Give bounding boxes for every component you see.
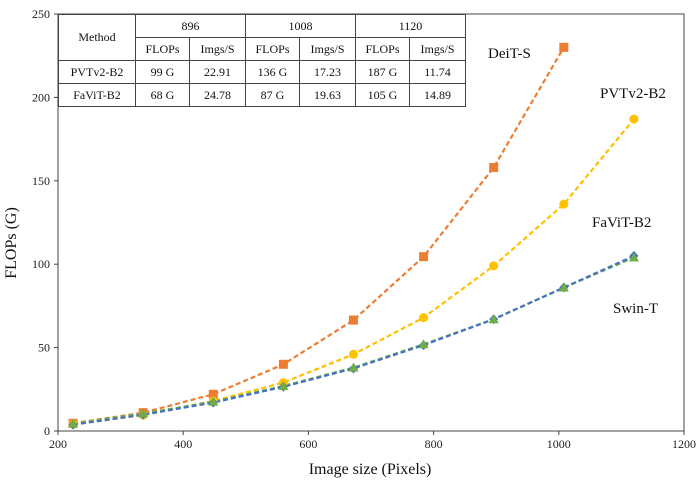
x-tick-label: 200: [49, 437, 67, 451]
data-point: [68, 418, 79, 428]
y-axis-title: FLOPs (G): [3, 207, 20, 279]
table-subheader: FLOPs: [245, 37, 300, 61]
table-header-size: 1120: [355, 14, 466, 38]
series-label-swin-t: Swin-T: [613, 301, 658, 317]
x-tick-label: 600: [299, 437, 317, 451]
data-point: [489, 261, 499, 271]
y-tick-label: 50: [38, 341, 50, 355]
data-point: [559, 42, 569, 52]
series-line: [72, 256, 635, 425]
table-cell: 136 G: [245, 60, 300, 84]
axes: 200 400 600 800 1000 1200 0 50 100 150 200 250: [32, 7, 696, 451]
y-tick-label: 200: [32, 90, 50, 104]
table-cell: 24.78: [189, 83, 246, 107]
x-tick-label: 1200: [672, 437, 696, 451]
data-point: [418, 339, 429, 349]
series-line: [72, 46, 565, 425]
table-subheader: Imgs/S: [189, 37, 246, 61]
table-cell-method: FaViT-B2: [58, 83, 136, 107]
table-cell: 19.63: [299, 83, 356, 107]
table-cell-method: PVTv2-B2: [58, 60, 136, 84]
series-label-deit-s: DeiT-S: [488, 46, 531, 62]
series-markers: [68, 42, 639, 430]
table-cell: 17.23: [299, 60, 356, 84]
data-point: [559, 199, 569, 209]
x-tick-label: 1000: [547, 437, 571, 451]
y-tick-label: 0: [44, 424, 50, 438]
x-axis-title: Image size (Pixels): [309, 461, 432, 478]
data-point: [348, 349, 358, 359]
table-header-size: 896: [135, 14, 246, 38]
y-tick-label: 250: [32, 7, 50, 21]
y-tick-label: 150: [32, 174, 50, 188]
table-subheader: Imgs/S: [409, 37, 466, 61]
table-subheader: FLOPs: [355, 37, 410, 61]
table-header-size: 1008: [245, 14, 356, 38]
table-cell: 11.74: [409, 60, 466, 84]
table-subheader: FLOPs: [135, 37, 190, 61]
series-label-favit-b2: FaViT-B2: [592, 215, 651, 231]
table-header-method: Method: [58, 14, 136, 61]
table-row: PVTv2-B2 99 G 22.91 136 G 17.23 187 G 11…: [58, 60, 466, 84]
table-header-row: Method 896 1008 1120: [58, 14, 466, 61]
y-tick-label: 100: [32, 257, 50, 271]
data-point: [489, 162, 499, 172]
data-point: [208, 396, 219, 406]
series-line: [72, 254, 635, 426]
data-point: [488, 314, 499, 324]
data-point: [348, 315, 358, 325]
data-point: [419, 252, 429, 262]
table-subheader-row: FLOPs Imgs/S FLOPs Imgs/S FLOPs Imgs/S: [59, 37, 466, 61]
table-cell: 68 G: [135, 83, 190, 107]
data-point: [348, 362, 359, 372]
x-tick-label: 800: [425, 437, 443, 451]
table-subheader: Imgs/S: [299, 37, 356, 61]
data-point: [278, 380, 289, 390]
data-point: [629, 114, 639, 124]
series-label-pvtv2-b2: PVTv2-B2: [600, 86, 666, 102]
table-row: FaViT-B2 68 G 24.78 87 G 19.63 105 G 14.…: [58, 83, 466, 107]
table-cell: 22.91: [189, 60, 246, 84]
data-point: [138, 408, 149, 418]
data-point: [419, 313, 429, 323]
x-tick-label: 400: [174, 437, 192, 451]
data-point: [208, 389, 218, 399]
data-point: [558, 282, 569, 292]
data-point: [628, 252, 639, 262]
data-point: [278, 359, 288, 369]
table-cell: 14.89: [409, 83, 466, 107]
table-cell: 187 G: [355, 60, 410, 84]
table-cell: 105 G: [355, 83, 410, 107]
performance-table: Method 896 1008 1120 FLOPs Imgs/S FLOPs …: [58, 14, 466, 107]
table-cell: 99 G: [135, 60, 190, 84]
table-cell: 87 G: [245, 83, 300, 107]
series-line: [72, 118, 635, 426]
